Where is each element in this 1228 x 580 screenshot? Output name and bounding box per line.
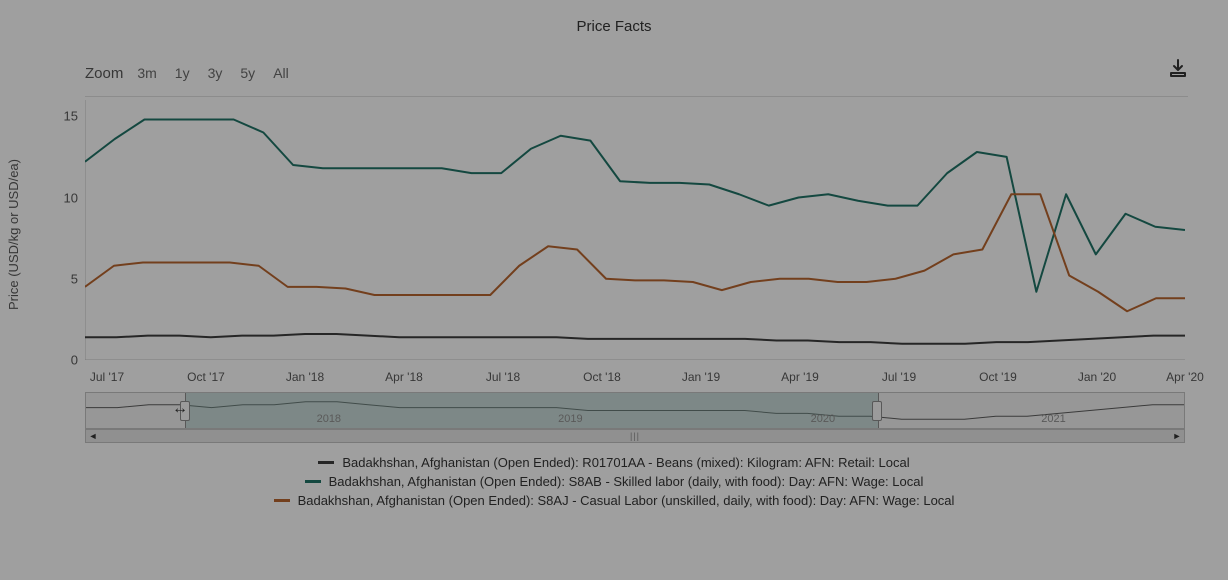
zoom-3y-button[interactable]: 3y: [208, 65, 223, 81]
x-tick-label: Oct '17: [187, 370, 225, 384]
legend: Badakhshan, Afghanistan (Open Ended): R0…: [0, 455, 1228, 508]
legend-swatch: [274, 499, 290, 502]
x-tick-label: Apr '18: [385, 370, 423, 384]
x-tick-label: Jan '20: [1078, 370, 1116, 384]
scroll-left-icon[interactable]: ◄: [86, 430, 100, 442]
legend-swatch: [318, 461, 334, 464]
x-tick-label: Apr '20: [1166, 370, 1204, 384]
y-tick-label: 0: [48, 353, 78, 368]
x-tick-label: Jan '18: [286, 370, 324, 384]
legend-label: Badakhshan, Afghanistan (Open Ended): R0…: [342, 455, 909, 470]
navigator-scrollbar[interactable]: ◄ ||| ►: [85, 429, 1185, 443]
zoom-5y-button[interactable]: 5y: [240, 65, 255, 81]
navigator-handle-left[interactable]: [180, 401, 190, 421]
navigator-handle-right[interactable]: [872, 401, 882, 421]
legend-item[interactable]: Badakhshan, Afghanistan (Open Ended): S8…: [305, 474, 924, 489]
x-tick-label: Jan '19: [682, 370, 720, 384]
x-tick-label: Apr '19: [781, 370, 819, 384]
zoom-label: Zoom: [85, 65, 123, 82]
scroll-right-icon[interactable]: ►: [1170, 430, 1184, 442]
legend-swatch: [305, 480, 321, 483]
range-navigator[interactable]: 2018 2019 2020 2021: [85, 392, 1185, 429]
navigator-selection[interactable]: [185, 393, 879, 428]
navigator-year-label: 2021: [1041, 413, 1065, 425]
legend-item[interactable]: Badakhshan, Afghanistan (Open Ended): S8…: [274, 493, 955, 508]
download-icon[interactable]: [1168, 58, 1188, 83]
x-tick-label: Jul '19: [882, 370, 916, 384]
x-tick-label: Jul '18: [486, 370, 520, 384]
y-tick-label: 10: [48, 190, 78, 205]
legend-item[interactable]: Badakhshan, Afghanistan (Open Ended): R0…: [318, 455, 909, 470]
zoom-1y-button[interactable]: 1y: [175, 65, 190, 81]
x-tick-label: Oct '19: [979, 370, 1017, 384]
navigator-year-label: 2020: [811, 413, 835, 425]
y-axis-title: Price (USD/kg or USD/ea): [6, 159, 21, 310]
navigator-year-label: 2019: [558, 413, 582, 425]
navigator-year-label: 2018: [317, 413, 341, 425]
x-tick-label: Oct '18: [583, 370, 621, 384]
x-tick-label: Jul '17: [90, 370, 124, 384]
chart-title: Price Facts: [0, 0, 1228, 35]
zoom-3m-button[interactable]: 3m: [137, 65, 156, 81]
y-tick-label: 15: [48, 109, 78, 124]
zoom-all-button[interactable]: All: [273, 65, 289, 81]
legend-label: Badakhshan, Afghanistan (Open Ended): S8…: [298, 493, 955, 508]
zoom-toolbar: Zoom 3m 1y 3y 5y All: [85, 58, 1188, 97]
main-chart[interactable]: [85, 100, 1185, 360]
scroll-grip-icon[interactable]: |||: [630, 431, 640, 441]
legend-label: Badakhshan, Afghanistan (Open Ended): S8…: [329, 474, 924, 489]
y-tick-label: 5: [48, 271, 78, 286]
